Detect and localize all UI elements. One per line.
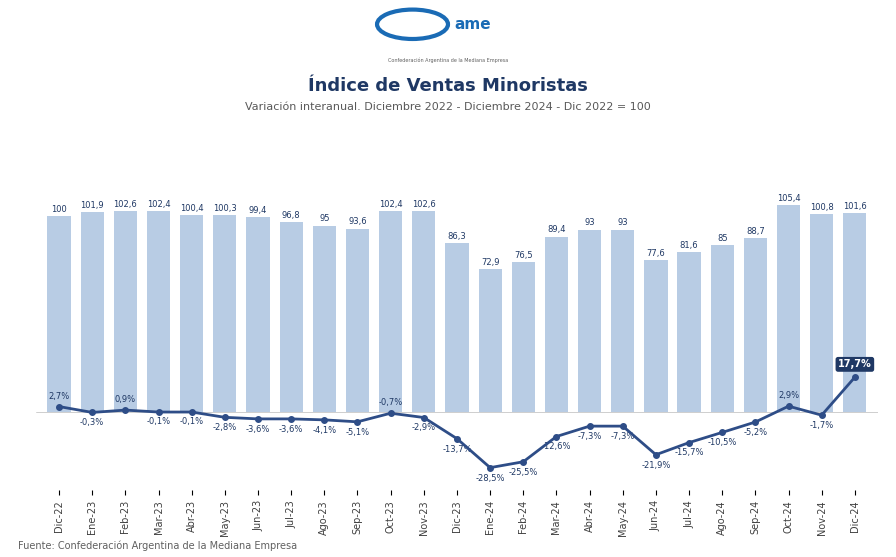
Text: 102,4: 102,4 bbox=[379, 200, 402, 209]
Text: -0,1%: -0,1% bbox=[146, 417, 170, 426]
Text: -28,5%: -28,5% bbox=[476, 473, 504, 482]
Text: -5,2%: -5,2% bbox=[744, 428, 768, 437]
Bar bbox=[379, 211, 402, 412]
Text: 99,4: 99,4 bbox=[249, 206, 267, 215]
Bar bbox=[180, 215, 203, 412]
Text: 76,5: 76,5 bbox=[514, 251, 532, 260]
Bar bbox=[114, 211, 137, 412]
Bar bbox=[147, 211, 170, 412]
Text: -5,1%: -5,1% bbox=[346, 428, 369, 437]
Bar bbox=[711, 246, 734, 412]
Text: 93: 93 bbox=[584, 218, 595, 227]
Text: 105,4: 105,4 bbox=[777, 194, 800, 203]
Bar bbox=[246, 217, 270, 412]
Text: 95: 95 bbox=[319, 214, 330, 223]
Bar bbox=[213, 216, 237, 412]
Bar bbox=[810, 214, 833, 412]
Text: 85: 85 bbox=[717, 234, 728, 243]
Wedge shape bbox=[412, 18, 443, 31]
Bar bbox=[644, 260, 668, 412]
Text: 96,8: 96,8 bbox=[282, 211, 300, 220]
Bar bbox=[545, 237, 568, 412]
Text: -7,3%: -7,3% bbox=[610, 432, 635, 441]
Text: ame: ame bbox=[454, 17, 491, 32]
Text: 17,7%: 17,7% bbox=[838, 359, 872, 369]
Bar bbox=[280, 222, 303, 412]
Text: -7,3%: -7,3% bbox=[577, 432, 602, 441]
Bar bbox=[744, 238, 767, 412]
Text: -4,1%: -4,1% bbox=[313, 426, 336, 435]
Bar bbox=[611, 229, 634, 412]
Text: -2,9%: -2,9% bbox=[412, 423, 435, 432]
Bar bbox=[478, 269, 502, 412]
Bar bbox=[677, 252, 701, 412]
Text: 93: 93 bbox=[617, 218, 628, 227]
Text: -0,7%: -0,7% bbox=[378, 398, 403, 407]
Text: 101,6: 101,6 bbox=[843, 202, 866, 211]
Text: -2,8%: -2,8% bbox=[212, 423, 237, 432]
Bar bbox=[81, 212, 104, 412]
Text: -15,7%: -15,7% bbox=[675, 448, 704, 457]
Text: 72,9: 72,9 bbox=[481, 258, 499, 267]
Text: 100,8: 100,8 bbox=[810, 203, 833, 212]
Text: -10,5%: -10,5% bbox=[708, 438, 737, 447]
Text: -3,6%: -3,6% bbox=[246, 425, 271, 434]
Text: 100,4: 100,4 bbox=[180, 204, 203, 213]
Text: 88,7: 88,7 bbox=[746, 227, 765, 236]
Text: -21,9%: -21,9% bbox=[642, 461, 670, 470]
Text: 93,6: 93,6 bbox=[349, 217, 366, 226]
Text: -0,1%: -0,1% bbox=[179, 417, 203, 426]
Bar bbox=[843, 213, 866, 412]
Text: 102,4: 102,4 bbox=[147, 200, 170, 209]
Text: -3,6%: -3,6% bbox=[279, 425, 304, 434]
Text: 101,9: 101,9 bbox=[81, 201, 104, 210]
Text: 0,9%: 0,9% bbox=[115, 395, 136, 404]
Text: -25,5%: -25,5% bbox=[509, 468, 538, 477]
Text: Confederación Argentina de la Mediana Empresa: Confederación Argentina de la Mediana Em… bbox=[388, 57, 508, 63]
Bar bbox=[445, 243, 469, 412]
Text: 2,9%: 2,9% bbox=[778, 391, 799, 400]
Text: 86,3: 86,3 bbox=[448, 232, 466, 241]
Text: -0,3%: -0,3% bbox=[80, 418, 104, 427]
Bar bbox=[777, 206, 800, 412]
Text: Índice de Ventas Minoristas: Índice de Ventas Minoristas bbox=[308, 77, 588, 95]
Bar bbox=[313, 226, 336, 412]
Bar bbox=[412, 211, 435, 412]
Bar bbox=[47, 216, 71, 412]
Text: 77,6: 77,6 bbox=[647, 248, 666, 257]
Text: 81,6: 81,6 bbox=[680, 241, 698, 250]
Text: Fuente: Confederación Argentina de la Mediana Empresa: Fuente: Confederación Argentina de la Me… bbox=[18, 541, 297, 551]
Text: 89,4: 89,4 bbox=[547, 226, 565, 234]
Text: -1,7%: -1,7% bbox=[810, 421, 834, 430]
Text: -12,6%: -12,6% bbox=[542, 442, 571, 451]
Text: 102,6: 102,6 bbox=[412, 199, 435, 209]
Text: Variación interanual. Diciembre 2022 - Diciembre 2024 - Dic 2022 = 100: Variación interanual. Diciembre 2022 - D… bbox=[246, 102, 650, 112]
Text: 100: 100 bbox=[51, 205, 67, 214]
Text: 2,7%: 2,7% bbox=[48, 392, 70, 400]
Text: -13,7%: -13,7% bbox=[442, 444, 472, 453]
Text: 100,3: 100,3 bbox=[213, 204, 237, 213]
Bar bbox=[578, 229, 601, 412]
Text: 102,6: 102,6 bbox=[114, 199, 137, 209]
Bar bbox=[512, 262, 535, 412]
Bar bbox=[346, 228, 369, 412]
